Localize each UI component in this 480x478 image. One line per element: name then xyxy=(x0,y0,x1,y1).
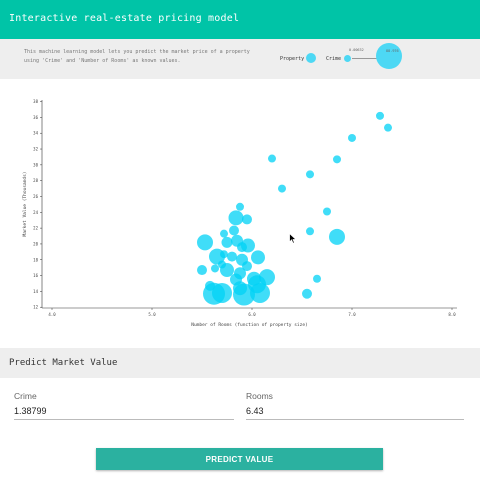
data-point xyxy=(241,238,255,253)
y-tick-label: 16 xyxy=(33,273,38,278)
legend-crime-label: Crime - xyxy=(326,56,348,62)
intro-panel: This machine learning model lets you pre… xyxy=(0,39,480,79)
x-tick-label: 5.0 xyxy=(148,312,156,317)
y-tick-label: 38 xyxy=(33,99,38,104)
legend-property-dot xyxy=(306,53,316,63)
y-tick-label: 28 xyxy=(33,178,38,183)
data-point xyxy=(227,251,237,262)
crime-input[interactable] xyxy=(14,402,234,420)
y-tick-label: 22 xyxy=(33,226,38,231)
y-axis-label: Market Value (Thousands) xyxy=(22,171,28,236)
chart-legend: Property - Crime - 0.00632 88.976 xyxy=(270,39,480,79)
data-point xyxy=(220,263,234,278)
x-tick-label: 4.0 xyxy=(48,312,56,317)
data-point xyxy=(384,123,392,132)
data-point xyxy=(242,261,252,272)
data-point xyxy=(209,248,225,265)
predict-header: Predict Market Value xyxy=(0,348,480,378)
y-tick-label: 14 xyxy=(33,289,38,294)
data-point xyxy=(306,170,314,179)
y-tick-label: 30 xyxy=(33,162,38,167)
y-tick-label: 36 xyxy=(33,115,38,120)
predict-value-button[interactable]: PREDICT VALUE xyxy=(96,448,383,470)
model-description: This machine learning model lets you pre… xyxy=(24,49,250,64)
predict-section: Predict Market Value Crime Rooms PREDICT… xyxy=(0,348,480,478)
y-tick-label: 32 xyxy=(33,147,38,152)
mouse-cursor-icon xyxy=(289,233,297,244)
data-point xyxy=(333,155,341,164)
rooms-input[interactable] xyxy=(246,402,464,420)
data-point xyxy=(197,234,213,251)
legend-crime-min-dot xyxy=(344,55,351,62)
y-tick-label: 20 xyxy=(33,241,38,246)
predict-heading: Predict Market Value xyxy=(9,358,118,368)
legend-crime-max: 88.976 xyxy=(386,49,399,53)
data-point xyxy=(212,282,232,303)
crime-label: Crime xyxy=(14,391,37,401)
x-tick-label: 8.0 xyxy=(448,312,456,317)
data-point xyxy=(220,229,228,238)
legend-crime-min: 0.00632 xyxy=(349,48,364,52)
y-tick-label: 12 xyxy=(33,305,38,310)
data-point xyxy=(268,154,276,163)
x-tick-label: 6.0 xyxy=(248,312,256,317)
data-point xyxy=(278,184,286,193)
data-point xyxy=(228,210,244,226)
rooms-label: Rooms xyxy=(246,391,273,401)
data-point xyxy=(376,111,384,120)
data-point xyxy=(197,265,207,276)
data-point xyxy=(302,288,312,299)
legend-crime-scale-line xyxy=(352,58,377,59)
y-tick-label: 34 xyxy=(33,131,38,136)
legend-crime-max-dot xyxy=(376,43,402,69)
data-point xyxy=(211,264,219,273)
x-tick-label: 7.0 xyxy=(348,312,356,317)
header-bar: Interactive real-estate pricing model xyxy=(0,0,480,39)
legend-property-label: Property - xyxy=(280,56,311,62)
y-tick-label: 18 xyxy=(33,257,38,262)
y-tick-label: 26 xyxy=(33,194,38,199)
data-point xyxy=(242,214,252,225)
x-axis-label: Number of Rooms (function of property si… xyxy=(191,322,308,328)
data-point xyxy=(313,274,321,283)
data-point xyxy=(329,228,345,245)
data-point xyxy=(348,133,356,142)
data-point xyxy=(221,236,233,248)
data-point xyxy=(251,250,265,265)
data-point xyxy=(233,281,247,296)
scatter-chart: 12 14 16 18 20 22 24 26 28 30 32 34 36 38 4.0 5.0 6.0 7.0… xyxy=(22,99,457,328)
data-point xyxy=(229,225,239,236)
data-point xyxy=(323,207,331,216)
y-tick-label: 24 xyxy=(33,210,38,215)
data-point xyxy=(236,202,244,211)
data-point xyxy=(306,227,314,236)
page-title: Interactive real-estate pricing model xyxy=(9,13,240,24)
data-point xyxy=(250,282,270,303)
